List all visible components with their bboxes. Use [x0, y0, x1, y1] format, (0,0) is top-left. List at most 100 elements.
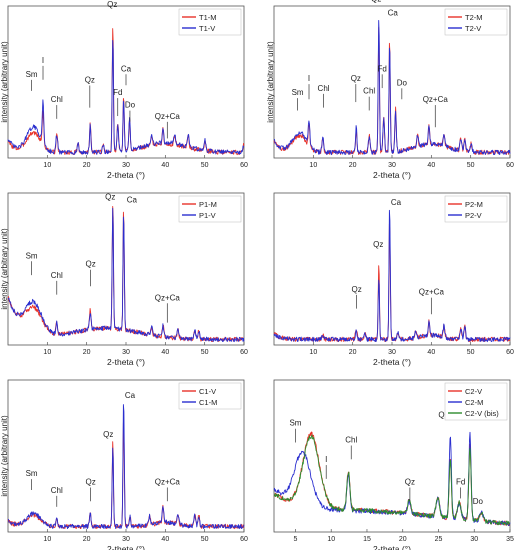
legend-entry: T1-M — [199, 13, 217, 22]
x-axis-label: 2-theta (°) — [373, 544, 411, 550]
legend-entry: C2-M — [465, 398, 483, 407]
legend: C1-V C1-M — [178, 382, 242, 410]
x-tick-label: 30 — [122, 536, 130, 543]
peak-label: I — [325, 455, 327, 464]
chart-panel-t2: 10 20 30 40 50 60 2-theta (°) intensity (arbitr… — [266, 0, 514, 180]
x-tick-label: 10 — [309, 349, 317, 356]
x-tick-label: 50 — [467, 349, 475, 356]
legend-entry: P2-M — [465, 200, 483, 209]
x-axis-label: 2-theta (°) — [373, 357, 411, 367]
y-axis-label: intensity (arbitrary unit) — [266, 41, 275, 123]
peak-label: Qz — [351, 74, 361, 83]
peak-label: Fd — [456, 477, 465, 486]
x-tick-label: 35 — [506, 536, 514, 543]
x-tick-label: 60 — [506, 162, 514, 169]
legend-entry: T2-M — [465, 13, 483, 22]
x-tick-label: 30 — [388, 349, 396, 356]
series-line-p1-v — [7, 207, 245, 343]
peak-label: Qz — [405, 477, 415, 486]
x-tick-label: 40 — [161, 162, 169, 169]
x-axis-label: 2-theta (°) — [373, 170, 411, 180]
series-line-t1-v — [7, 39, 245, 155]
series-line-t2-v — [273, 19, 511, 156]
legend: P2-M P2-V — [444, 195, 508, 223]
y-axis-label: intensity (arbitrary unit) — [0, 41, 9, 123]
x-tick-label: 50 — [467, 162, 475, 169]
x-tick-label: 10 — [43, 536, 51, 543]
peak-label: Qz+Ca — [155, 293, 181, 302]
x-tick-label: 60 — [240, 349, 248, 356]
chart-panel-p1: 10 20 30 40 50 60 2-theta (°) intensity (arbitr… — [0, 193, 248, 367]
peak-label: Qz+Ca — [155, 477, 181, 486]
x-tick-label: 10 — [327, 536, 335, 543]
x-tick-label: 40 — [161, 536, 169, 543]
legend-entry: T1-V — [199, 24, 215, 33]
x-tick-label: 30 — [470, 536, 478, 543]
x-tick-label: 20 — [399, 536, 407, 543]
peak-label: Qz — [85, 477, 95, 486]
legend-entry: C2-V (bis) — [465, 409, 499, 418]
peak-label: Ca — [121, 64, 132, 73]
x-axis-label: 2-theta (°) — [107, 357, 145, 367]
peak-label: Sm — [26, 70, 38, 79]
peak-label: Qz+Ca — [155, 112, 181, 121]
series-line-p2-v — [273, 209, 511, 343]
x-tick-label: 50 — [201, 162, 209, 169]
peak-label: Sm — [292, 88, 304, 97]
peak-label: Chl — [318, 84, 330, 93]
legend-entry: P1-M — [199, 200, 217, 209]
legend: P1-M P1-V — [178, 195, 242, 223]
x-tick-label: 20 — [349, 349, 357, 356]
series-line-c1-m — [7, 404, 245, 530]
x-tick-label: 60 — [506, 349, 514, 356]
legend-box — [444, 195, 508, 223]
chart-panel-t1: 10 20 30 40 50 60 2-theta (°) intensity (arbitr… — [0, 0, 248, 180]
x-axis-label: 2-theta (°) — [107, 544, 145, 550]
x-tick-label: 20 — [349, 162, 357, 169]
peak-label: Sm — [26, 469, 38, 478]
x-tick-label: 10 — [43, 349, 51, 356]
peak-label: Sm — [289, 419, 301, 428]
series-line-p1-m — [7, 205, 245, 343]
x-tick-label: 30 — [122, 349, 130, 356]
x-tick-label: 60 — [240, 162, 248, 169]
peak-label: Ca — [388, 8, 399, 17]
legend-entry: C2-V — [465, 387, 482, 396]
peak-label: Qz — [103, 430, 113, 439]
peak-label: I — [42, 56, 44, 65]
x-tick-label: 50 — [201, 349, 209, 356]
x-tick-label: 40 — [427, 162, 435, 169]
legend-entry: C1-M — [199, 398, 217, 407]
peak-label: Qz — [351, 285, 361, 294]
legend: C2-V C2-M C2-V (bis) — [444, 382, 508, 421]
x-tick-label: 25 — [435, 536, 443, 543]
chart-panel-c1: 10 20 30 40 50 60 2-theta (°) intensity (arbitr… — [0, 379, 248, 550]
x-tick-label: 10 — [309, 162, 317, 169]
series-line-c2-v-bis- — [273, 434, 511, 526]
y-axis-label: intensity (arbitrary unit) — [0, 415, 9, 497]
peak-label: Ca — [127, 195, 138, 204]
x-tick-label: 20 — [83, 162, 91, 169]
y-axis-label: intensity (arbitrary unit) — [0, 228, 9, 310]
legend-box — [178, 195, 242, 223]
legend-entry: C1-V — [199, 387, 216, 396]
x-tick-label: 50 — [201, 536, 209, 543]
legend: T1-M T1-V — [178, 8, 242, 36]
peak-label: Qz+Ca — [423, 95, 449, 104]
x-tick-label: 40 — [427, 349, 435, 356]
legend-entry: P2-V — [465, 211, 482, 220]
x-tick-label: 15 — [363, 536, 371, 543]
x-tick-label: 30 — [388, 162, 396, 169]
peak-label: I — [308, 74, 310, 83]
peak-label: Qz+Ca — [419, 288, 445, 297]
peak-label: Do — [397, 78, 408, 87]
peak-label: Qz — [105, 193, 115, 202]
peak-label: Qz — [373, 240, 383, 249]
peak-label: Ca — [125, 391, 136, 400]
x-tick-label: 5 — [294, 536, 298, 543]
peak-label: Qz — [371, 0, 381, 3]
series-line-c2-m — [273, 431, 511, 527]
peak-label: Chl — [363, 87, 375, 96]
x-tick-label: 20 — [83, 536, 91, 543]
